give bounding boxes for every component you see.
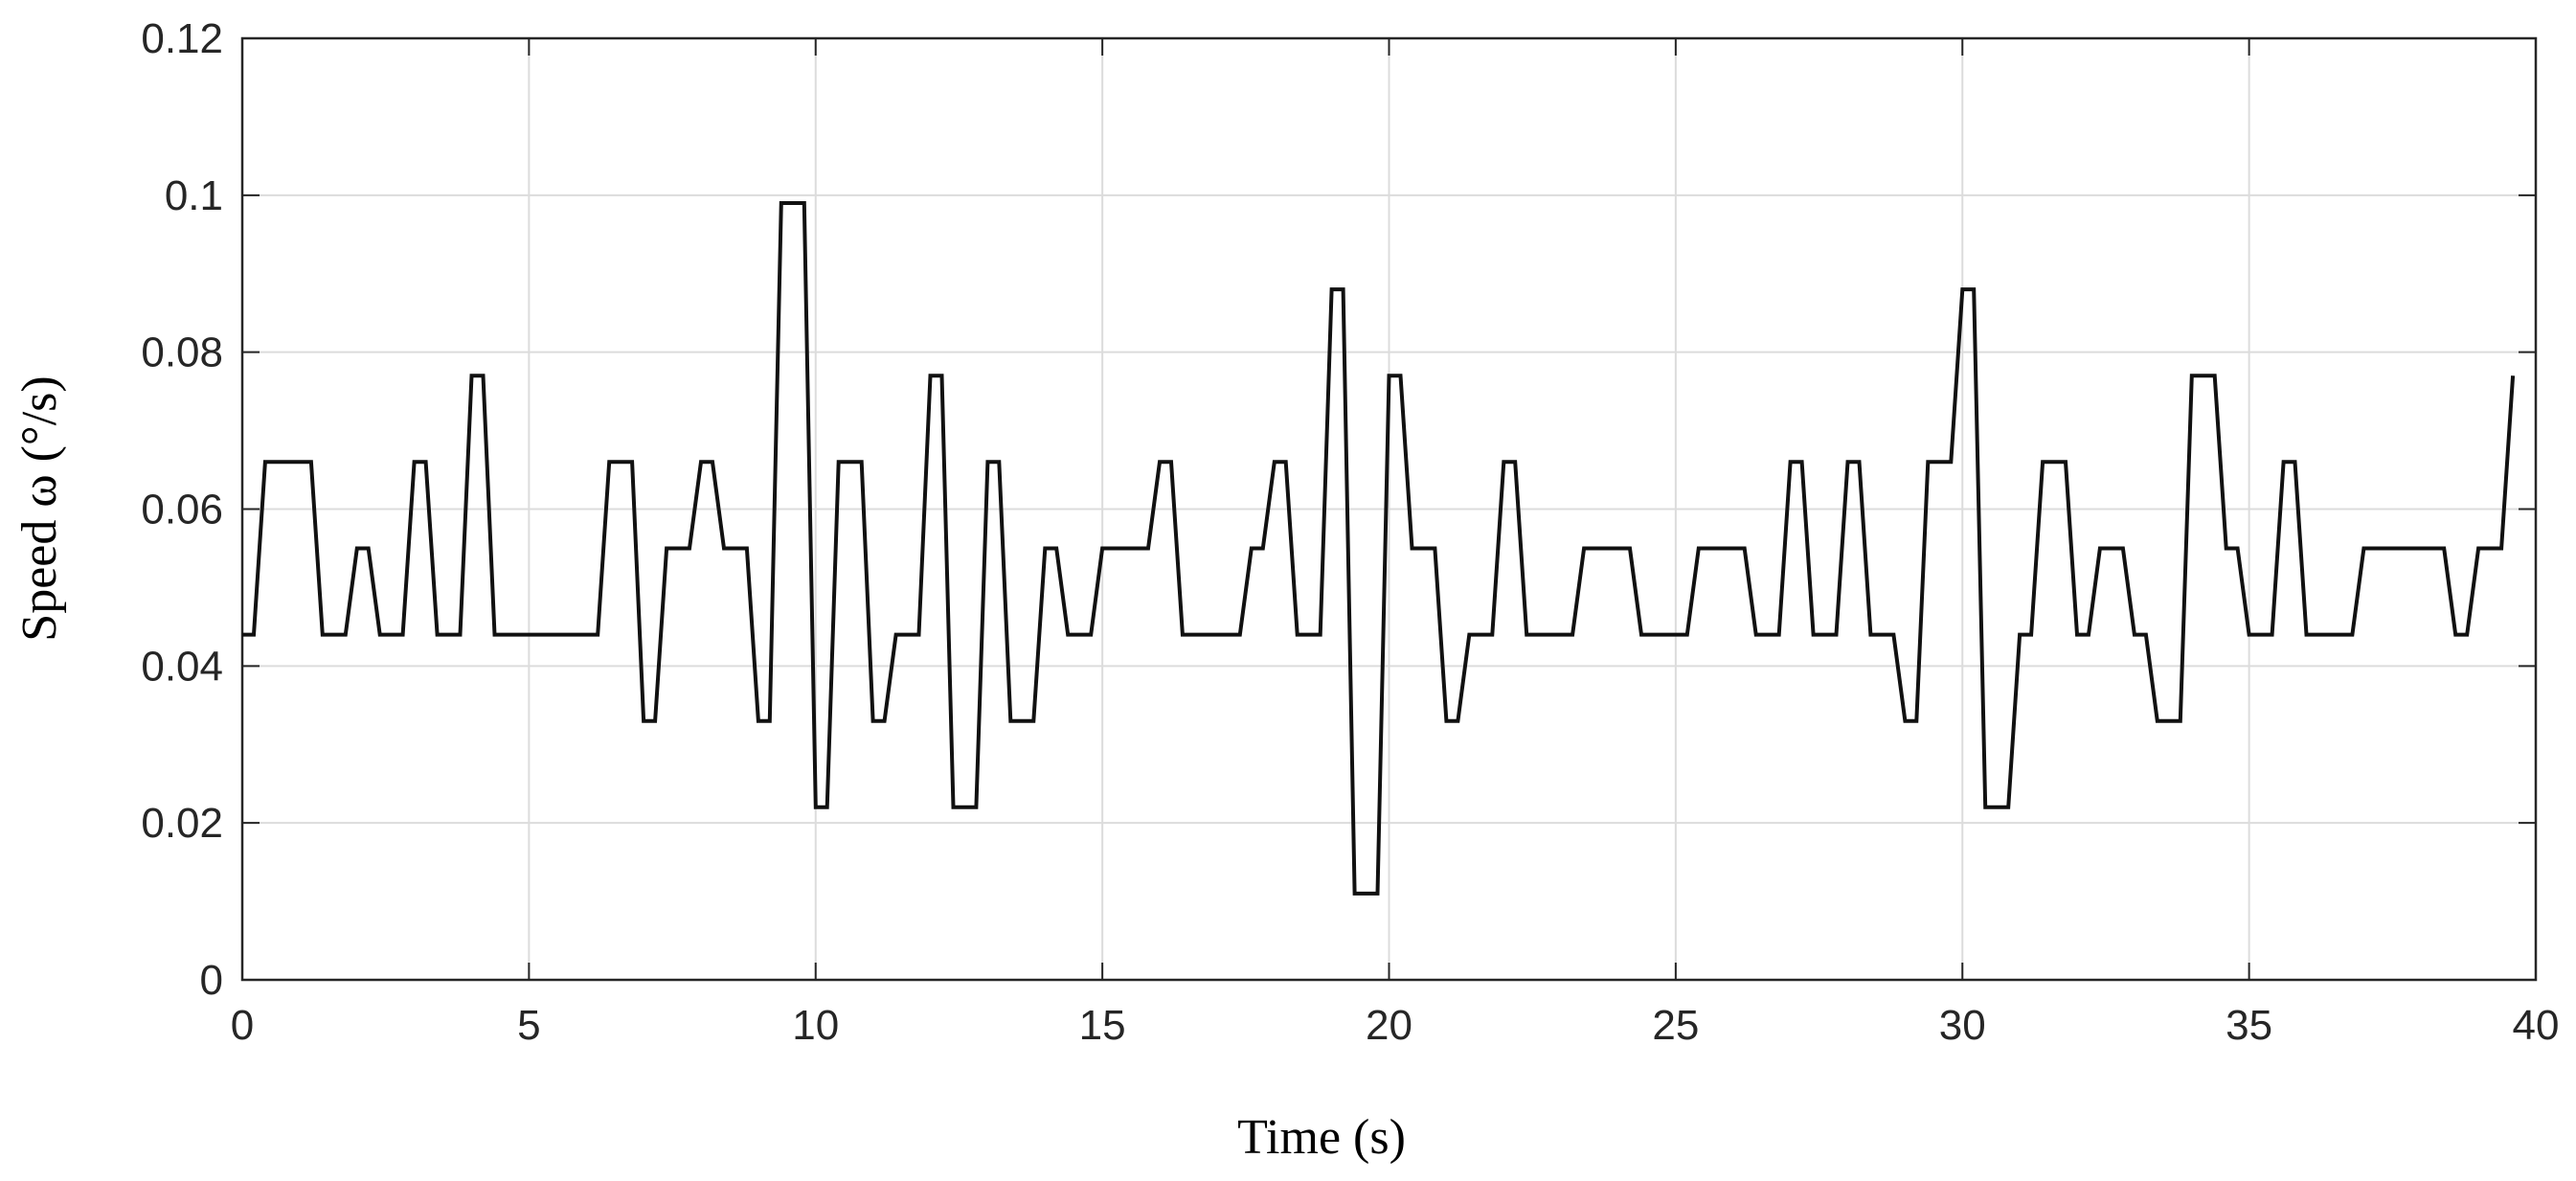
series-group [242, 201, 2516, 896]
x-axis-title: Time (s) [1237, 1110, 1406, 1165]
y-tick-label: 0.06 [141, 487, 223, 534]
grid-lines [242, 38, 2536, 980]
x-tick-label: 35 [2226, 1002, 2272, 1049]
x-tick-label: 25 [1652, 1002, 1699, 1049]
x-tick-label: 0 [231, 1002, 254, 1049]
y-tick-label: 0.04 [141, 643, 223, 690]
y-tick-labels: 0 0.02 0.04 0.06 0.08 0.1 0.12 [141, 15, 223, 1004]
x-tick-labels: 0 5 10 15 20 25 30 35 40 [231, 1002, 2560, 1049]
series-line [242, 201, 2516, 896]
y-tick-label: 0.02 [141, 800, 223, 847]
x-tick-label: 20 [1366, 1002, 1412, 1049]
y-tick-label: 0.08 [141, 329, 223, 376]
y-tick-label: 0.12 [141, 15, 223, 62]
x-tick-label: 30 [1939, 1002, 1986, 1049]
axis-ticks [241, 37, 2537, 981]
y-axis-title: Speed ω (°/s) [12, 375, 67, 641]
y-tick-label: 0.1 [165, 172, 223, 219]
x-tick-label: 40 [2513, 1002, 2560, 1049]
x-tick-label: 5 [517, 1002, 540, 1049]
y-tick-label: 0 [200, 957, 223, 1004]
x-tick-label: 10 [792, 1002, 839, 1049]
x-tick-label: 15 [1079, 1002, 1126, 1049]
